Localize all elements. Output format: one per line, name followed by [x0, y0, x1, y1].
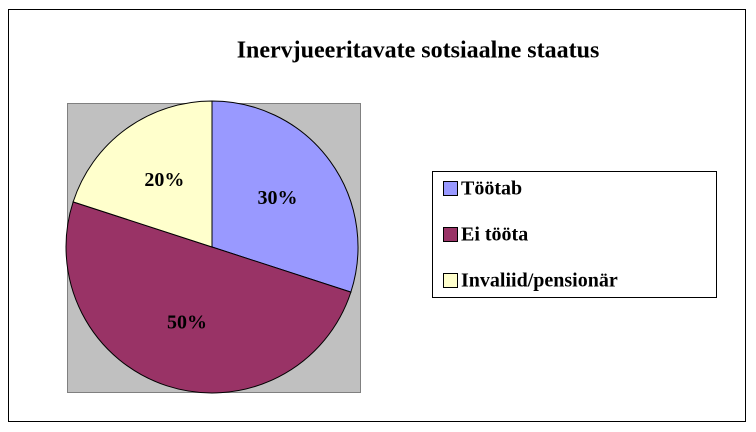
pie-slice	[65, 201, 352, 394]
legend-swatch	[443, 227, 458, 242]
legend-label: Invaliid/pensionär	[461, 270, 618, 292]
legend-swatch	[443, 181, 458, 196]
pie-slice	[72, 100, 213, 248]
chart-title: Inervjueeritavate sotsiaalne staatus	[237, 38, 600, 64]
data-label: 50%	[167, 312, 207, 334]
data-label: 30%	[258, 187, 298, 209]
legend-label: Ei tööta	[461, 224, 528, 246]
data-label: 20%	[144, 169, 184, 191]
legend-box	[432, 171, 717, 298]
legend-label: Töötab	[461, 178, 522, 200]
legend-swatch	[443, 273, 458, 288]
pie-slice	[211, 100, 359, 293]
